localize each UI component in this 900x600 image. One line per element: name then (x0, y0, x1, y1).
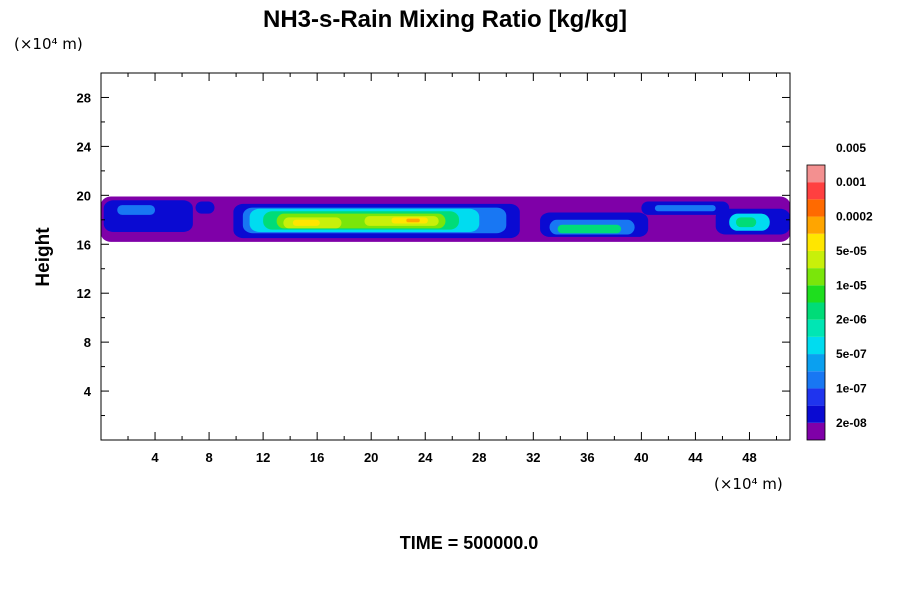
y-tick-label: 4 (84, 384, 92, 399)
contour-region-16 (557, 224, 622, 234)
colorbar-frame (806, 164, 826, 441)
colorbar: 2e-08 1e-07 5e-07 2e-06 1e-05 5e-05 0.0002 0.00… (806, 141, 873, 441)
chart-title: NH3-s-Rain Mixing Ratio [kg/kg] (263, 6, 627, 33)
x-tick-label: 12 (256, 450, 270, 465)
colorbar-swatch (807, 302, 825, 320)
colorbar-swatch (807, 165, 825, 183)
y-axis-label: Height (33, 227, 54, 287)
x-tick-label: 4 (151, 450, 159, 465)
colorbar-swatch (807, 233, 825, 251)
colorbar-swatch (807, 319, 825, 337)
colorbar-swatch (807, 405, 825, 423)
contour-region-3 (195, 201, 215, 214)
colorbar-label: 5e-05 (836, 244, 867, 258)
contour-region-21 (735, 217, 757, 228)
colorbar-swatch (807, 199, 825, 217)
x-tick-label: 16 (310, 450, 324, 465)
contour-region-13 (406, 218, 420, 223)
x-tick-label: 24 (418, 450, 433, 465)
colorbar-swatch (807, 354, 825, 372)
colorbar-label: 2e-08 (836, 416, 867, 430)
y-tick-label: 24 (77, 139, 92, 154)
colorbar-label: 1e-05 (836, 278, 867, 292)
y-tick-label: 16 (77, 237, 91, 252)
colorbar-label: 0.005 (836, 141, 866, 155)
contour-field (101, 196, 790, 242)
colorbar-label: 0.001 (836, 175, 866, 189)
colorbar-swatch (807, 268, 825, 286)
colorbar-swatch (807, 285, 825, 303)
x-unit-label: (×10⁴ m) (714, 475, 783, 493)
x-tick-label: 40 (634, 450, 648, 465)
contour-region-2 (117, 205, 156, 215)
contour-region-1 (103, 200, 193, 233)
x-tick-label: 28 (472, 450, 486, 465)
x-tick-label: 20 (364, 450, 378, 465)
y-tick-label: 28 (77, 90, 91, 105)
x-tick-label: 36 (580, 450, 594, 465)
y-axis: 4 8 12 16 20 24 28 (77, 90, 790, 417)
colorbar-swatch (807, 422, 825, 440)
colorbar-swatch (807, 336, 825, 355)
contour-region-11 (292, 219, 320, 226)
colorbar-swatch (807, 388, 825, 406)
colorbar-swatch (807, 182, 825, 200)
x-tick-label: 48 (742, 450, 756, 465)
x-axis: 4 8 12 16 20 24 28 32 36 40 44 48 (127, 73, 777, 465)
y-tick-label: 8 (84, 335, 91, 350)
colorbar-label: 5e-07 (836, 347, 867, 361)
colorbar-swatch (807, 216, 825, 234)
plot-frame (100, 72, 791, 441)
x-tick-label: 8 (205, 450, 212, 465)
y-unit-label: (×10⁴ m) (14, 35, 83, 53)
colorbar-label: 0.0002 (836, 210, 873, 224)
colorbar-label: 2e-06 (836, 313, 867, 327)
colorbar-swatch (807, 250, 825, 269)
x-tick-label: 44 (688, 450, 703, 465)
colorbar-swatch (807, 371, 825, 389)
contour-region-18 (654, 205, 716, 212)
time-label: TIME = 500000.0 (400, 533, 539, 553)
y-tick-label: 20 (77, 188, 91, 203)
x-tick-label: 32 (526, 450, 540, 465)
y-tick-label: 12 (77, 286, 91, 301)
colorbar-label: 1e-07 (836, 381, 867, 395)
